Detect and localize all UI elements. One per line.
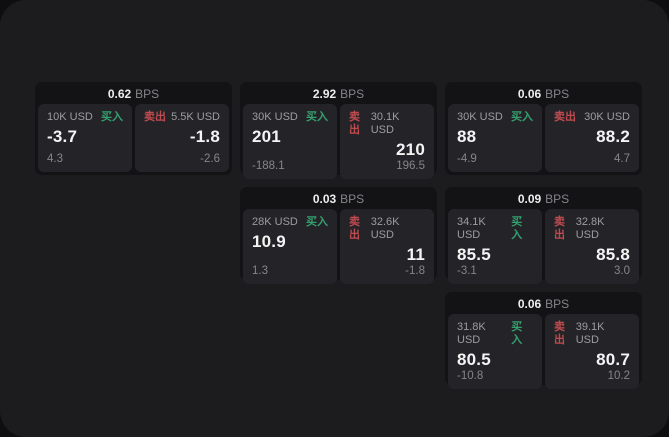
sell-size-label: 32.6K USD <box>370 216 400 241</box>
sell-sub-value: -2.6 <box>200 153 220 165</box>
sell-side-label: 卖出 <box>554 216 565 241</box>
buy-size-label: 10K USD <box>47 111 93 123</box>
buy-price-value: 10.9 <box>252 232 286 251</box>
buy-size-label: 30K USD <box>252 111 298 123</box>
sell-side-label: 卖出 <box>349 111 360 136</box>
bps-unit-label: BPS <box>545 297 570 311</box>
sell-tile[interactable]: 卖出 30K USD 88.2 4.7 <box>545 104 639 172</box>
sell-tile[interactable]: 卖出 5.5K USD -1.8 -2.6 <box>135 104 229 172</box>
sell-sub-value: 3.0 <box>614 265 630 277</box>
bps-value: 0.09 <box>517 192 542 206</box>
sell-side-label: 卖出 <box>144 111 166 123</box>
sell-tile[interactable]: 卖出 39.1K USD 80.7 10.2 <box>545 314 639 389</box>
bps-header: 0.03 BPS <box>243 190 434 209</box>
buy-side-label: 买入 <box>511 216 523 241</box>
buy-size-label: 28K USD <box>252 216 298 228</box>
sell-tile[interactable]: 卖出 32.8K USD 85.8 3.0 <box>545 209 639 284</box>
sell-price-value: 11 <box>406 245 425 264</box>
sell-size-label: 5.5K USD <box>171 111 220 123</box>
buy-price-value: -3.7 <box>47 127 78 146</box>
bps-value: 2.92 <box>312 87 337 101</box>
bps-value: 0.62 <box>107 87 132 101</box>
bps-value: 0.06 <box>517 87 542 101</box>
buy-sell-tiles: 28K USD 买入 10.9 1.3 卖出 32.6K USD 11 -1.8 <box>243 209 434 284</box>
bps-unit-label: BPS <box>545 87 570 101</box>
bps-unit-label: BPS <box>340 87 365 101</box>
bps-value: 0.06 <box>517 297 542 311</box>
buy-side-label: 买入 <box>306 111 328 123</box>
buy-sell-tiles: 10K USD 买入 -3.7 4.3 卖出 5.5K USD -1.8 -2.… <box>38 104 229 172</box>
buy-sub-value: -4.9 <box>457 153 477 165</box>
buy-tile[interactable]: 10K USD 买入 -3.7 4.3 <box>38 104 132 172</box>
sell-size-label: 32.8K USD <box>575 216 605 241</box>
bps-unit-label: BPS <box>545 192 570 206</box>
bps-header: 0.06 BPS <box>448 85 639 104</box>
buy-tile[interactable]: 30K USD 买入 88 -4.9 <box>448 104 542 172</box>
buy-sell-tiles: 34.1K USD 买入 85.5 -3.1 卖出 32.8K USD 85.8… <box>448 209 639 284</box>
buy-size-label: 31.8K USD <box>457 321 486 346</box>
sell-size-label: 30.1K USD <box>370 111 400 136</box>
quote-card: 0.03 BPS 28K USD 买入 10.9 1.3 卖出 32.6K US… <box>240 187 437 284</box>
buy-sub-value: -3.1 <box>457 265 477 277</box>
quote-card: 0.62 BPS 10K USD 买入 -3.7 4.3 卖出 5.5K USD… <box>35 82 232 175</box>
quote-card: 2.92 BPS 30K USD 买入 201 -188.1 卖出 30.1K … <box>240 82 437 179</box>
buy-sub-value: -10.8 <box>457 370 484 382</box>
buy-sell-tiles: 30K USD 买入 88 -4.9 卖出 30K USD 88.2 4.7 <box>448 104 639 172</box>
bps-header: 0.62 BPS <box>38 85 229 104</box>
buy-side-label: 买入 <box>101 111 123 123</box>
sell-side-label: 卖出 <box>554 321 565 346</box>
buy-tile[interactable]: 30K USD 买入 201 -188.1 <box>243 104 337 179</box>
sell-price-value: 88.2 <box>596 127 630 146</box>
buy-sell-tiles: 31.8K USD 买入 80.5 -10.8 卖出 39.1K USD 80.… <box>448 314 639 389</box>
sell-tile[interactable]: 卖出 32.6K USD 11 -1.8 <box>340 209 434 284</box>
bps-header: 0.09 BPS <box>448 190 639 209</box>
buy-price-value: 85.5 <box>457 245 491 264</box>
sell-side-label: 卖出 <box>349 216 360 241</box>
sell-price-value: -1.8 <box>189 127 220 146</box>
sell-sub-value: 196.5 <box>396 160 425 172</box>
buy-side-label: 买入 <box>306 216 328 228</box>
buy-size-label: 34.1K USD <box>457 216 486 241</box>
bps-unit-label: BPS <box>340 192 365 206</box>
buy-side-label: 买入 <box>511 321 523 346</box>
sell-price-value: 80.7 <box>596 350 630 369</box>
sell-sub-value: -1.8 <box>405 265 425 277</box>
buy-sub-value: 1.3 <box>252 265 268 277</box>
buy-tile[interactable]: 34.1K USD 买入 85.5 -3.1 <box>448 209 542 284</box>
bps-header: 2.92 BPS <box>243 85 434 104</box>
bps-unit-label: BPS <box>135 87 160 101</box>
buy-tile[interactable]: 28K USD 买入 10.9 1.3 <box>243 209 337 284</box>
sell-size-label: 39.1K USD <box>575 321 605 346</box>
sell-size-label: 30K USD <box>584 111 630 123</box>
buy-sub-value: 4.3 <box>47 153 63 165</box>
bps-header: 0.06 BPS <box>448 295 639 314</box>
buy-price-value: 201 <box>252 127 281 146</box>
buy-price-value: 88 <box>457 127 477 146</box>
quote-card: 0.06 BPS 30K USD 买入 88 -4.9 卖出 30K USD 8… <box>445 82 642 175</box>
buy-sub-value: -188.1 <box>252 160 285 172</box>
sell-side-label: 卖出 <box>554 111 576 123</box>
quote-card: 0.09 BPS 34.1K USD 买入 85.5 -3.1 卖出 32.8K… <box>445 187 642 284</box>
sell-sub-value: 4.7 <box>614 153 630 165</box>
bps-value: 0.03 <box>312 192 337 206</box>
buy-tile[interactable]: 31.8K USD 买入 80.5 -10.8 <box>448 314 542 389</box>
buy-size-label: 30K USD <box>457 111 503 123</box>
sell-sub-value: 10.2 <box>607 370 630 382</box>
sell-price-value: 85.8 <box>596 245 630 264</box>
buy-sell-tiles: 30K USD 买入 201 -188.1 卖出 30.1K USD 210 1… <box>243 104 434 179</box>
buy-side-label: 买入 <box>511 111 533 123</box>
quote-card: 0.06 BPS 31.8K USD 买入 80.5 -10.8 卖出 39.1… <box>445 292 642 389</box>
sell-price-value: 210 <box>396 140 425 159</box>
sell-tile[interactable]: 卖出 30.1K USD 210 196.5 <box>340 104 434 179</box>
buy-price-value: 80.5 <box>457 350 491 369</box>
